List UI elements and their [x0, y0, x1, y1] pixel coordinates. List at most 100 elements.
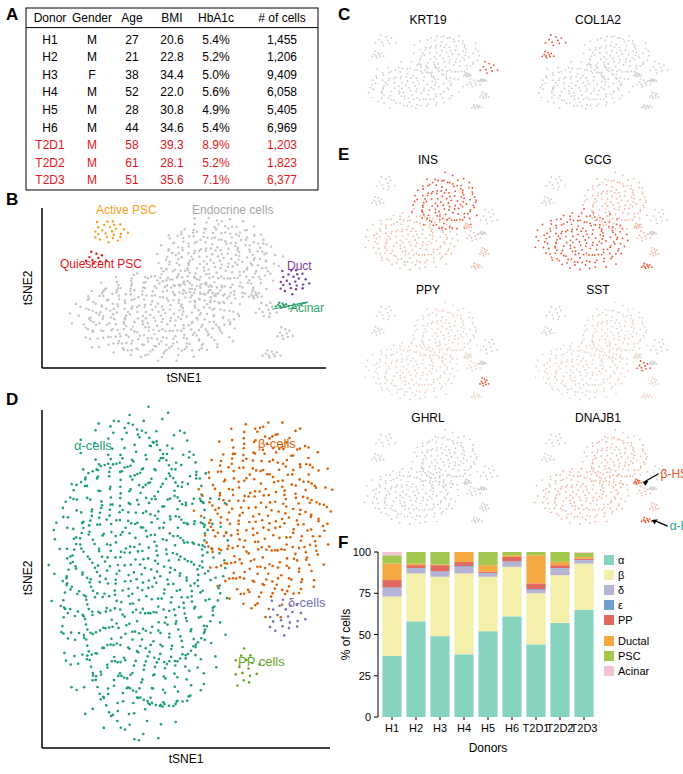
cell-dot — [445, 228, 447, 230]
cell-dot — [466, 237, 468, 239]
cell-dot — [561, 99, 563, 101]
cell-dot — [237, 277, 239, 279]
cell-dot — [558, 72, 560, 74]
cell-dot — [439, 219, 441, 221]
cell-dot — [471, 191, 473, 193]
cell-dot — [431, 242, 433, 244]
cell-dot — [423, 224, 425, 226]
cell-dot — [579, 67, 581, 69]
cell-dot — [431, 254, 433, 256]
cell-dot — [382, 184, 384, 186]
cell-dot — [582, 75, 584, 77]
table-cell: 52 — [125, 85, 139, 99]
cell-dot — [89, 338, 91, 340]
cell-dot — [418, 62, 420, 64]
cell-dot — [205, 247, 207, 249]
table-header: Age — [121, 11, 143, 25]
cell-dot — [636, 68, 638, 70]
cell-dot — [437, 248, 439, 250]
cell-dot — [131, 299, 133, 301]
cell-dot — [423, 214, 425, 216]
cell-dot — [568, 93, 570, 95]
cell-dot — [419, 268, 421, 270]
cell-dot — [613, 90, 615, 92]
cell-dot — [465, 48, 467, 50]
cell-dot — [433, 248, 435, 250]
cell-dot — [589, 64, 591, 66]
cell-dot — [208, 277, 210, 279]
cell-dot — [223, 277, 225, 279]
cell-dot — [422, 205, 424, 207]
cell-dot — [381, 97, 383, 99]
cell-dot — [233, 318, 235, 320]
cell-dot — [387, 84, 389, 86]
cell-dot — [102, 315, 104, 317]
cell-dot — [548, 39, 550, 41]
cell-dot — [444, 171, 446, 173]
cell-dot — [634, 44, 636, 46]
cell-dot — [423, 54, 425, 56]
cell-dot — [196, 241, 198, 243]
cell-dot — [593, 98, 595, 100]
cell-dot — [421, 217, 423, 219]
cell-dot — [213, 226, 215, 228]
cell-dot — [124, 299, 126, 301]
cell-dot — [570, 239, 572, 241]
cell-dot — [488, 211, 490, 213]
cell-dot — [559, 238, 561, 240]
cell-dot — [587, 80, 589, 82]
cell-dot — [479, 70, 481, 72]
cell-dot — [606, 52, 608, 54]
cell-dot — [601, 242, 603, 244]
cell-dot — [586, 69, 588, 71]
cell-dot — [198, 250, 200, 252]
cell-dot — [601, 74, 603, 76]
cell-dot — [396, 221, 398, 223]
table-cell: M — [87, 33, 97, 47]
cell-dot — [113, 308, 115, 310]
cell-dot — [454, 78, 456, 80]
cell-dot — [632, 50, 634, 52]
cell-dot — [380, 53, 382, 55]
cell-dot — [448, 46, 450, 48]
cell-dot — [235, 226, 237, 228]
cell-dot — [250, 262, 252, 264]
cell-dot — [561, 91, 563, 93]
cell-dot — [376, 185, 378, 187]
cell-dot — [247, 282, 249, 284]
cell-dot — [577, 80, 579, 82]
cell-dot — [573, 220, 575, 222]
cell-dot — [482, 79, 484, 81]
cell-dot — [147, 277, 149, 279]
cell-dot — [161, 356, 163, 358]
cell-dot — [625, 58, 627, 60]
cell-dot — [160, 244, 162, 246]
cell-dot — [405, 76, 407, 78]
cell-dot — [619, 98, 621, 100]
cell-dot — [469, 218, 471, 220]
cell-dot — [413, 82, 415, 84]
cell-dot — [477, 80, 479, 82]
cell-dot — [87, 295, 89, 297]
cell-dot — [423, 80, 425, 82]
cell-dot — [586, 104, 588, 106]
cell-dot — [486, 249, 488, 251]
cell-dot — [276, 351, 278, 353]
cell-dot — [605, 94, 607, 96]
cell-dot — [137, 296, 139, 298]
cell-dot — [118, 332, 120, 334]
cell-dot — [473, 62, 475, 64]
table-cell: 20.6 — [160, 33, 184, 47]
cell-dot — [428, 89, 430, 91]
cell-dot — [130, 293, 132, 295]
cell-dot — [432, 238, 434, 240]
cell-dot — [174, 335, 176, 337]
cell-dot — [443, 61, 445, 63]
cell-dot — [219, 330, 221, 332]
cell-dot — [425, 47, 427, 49]
cell-dot — [424, 216, 426, 218]
cell-dot — [189, 301, 191, 303]
cell-dot — [229, 286, 231, 288]
cell-dot — [449, 77, 451, 79]
cell-dot — [198, 349, 200, 351]
